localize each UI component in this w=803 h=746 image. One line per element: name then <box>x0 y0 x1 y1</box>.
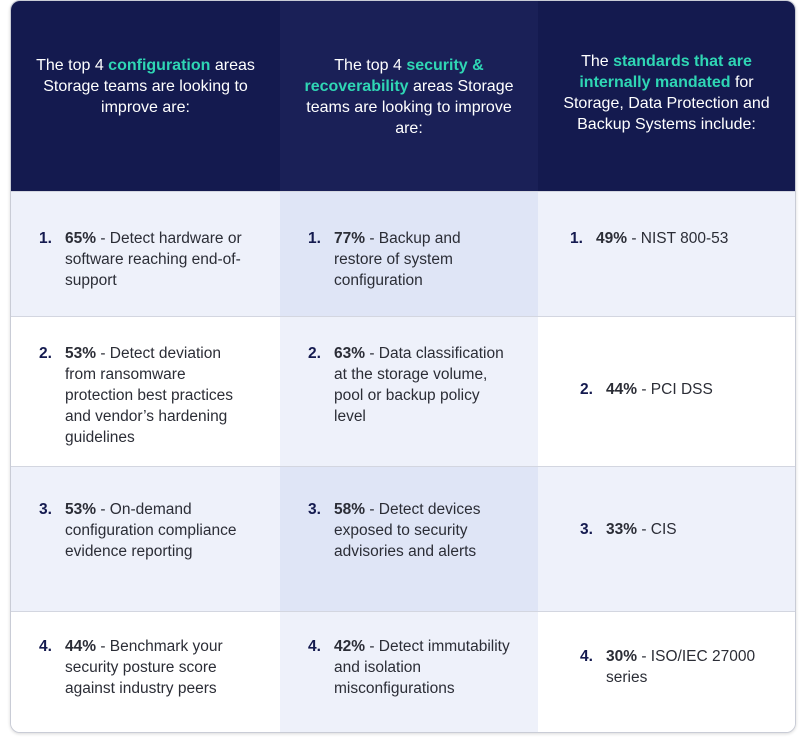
table-cell: 1. 77% - Backup and restore of system co… <box>280 192 538 316</box>
list-item: 4. 44% - Benchmark your security posture… <box>39 636 254 699</box>
table-cell: 3. 58% - Detect devices exposed to secur… <box>280 467 538 611</box>
table-cell: 1. 65% - Detect hardware or software rea… <box>11 192 280 316</box>
table-cell: 3. 53% - On-demand configuration complia… <box>11 467 280 611</box>
header-configuration: The top 4 configuration areas Storage te… <box>11 1 280 191</box>
list-item: 1. 65% - Detect hardware or software rea… <box>39 228 264 291</box>
item-number: 3. <box>39 501 52 518</box>
header-security-recoverability: The top 4 security & recoverability area… <box>280 1 538 191</box>
item-text: - Backup and restore of system configura… <box>334 230 461 289</box>
header-text: The top 4 <box>36 57 109 74</box>
item-percent: 49% <box>596 230 628 247</box>
item-text: - ISO/IEC 27000 series <box>606 648 756 686</box>
item-number: 2. <box>308 345 321 362</box>
item-percent: 58% <box>334 501 366 518</box>
table-cell: 2. 53% - Detect deviation from ransomwar… <box>11 317 280 466</box>
header-highlight: security & recoverability <box>304 57 484 95</box>
item-number: 2. <box>39 345 52 362</box>
item-number: 1. <box>39 230 52 247</box>
item-percent: 44% <box>606 381 638 398</box>
item-text: - CIS <box>637 521 677 538</box>
header-standards: The standards that are internally mandat… <box>538 1 795 191</box>
header-text: areas Storage teams are looking to impro… <box>43 57 255 116</box>
table-row: 4. 44% - Benchmark your security posture… <box>11 611 795 732</box>
item-number: 1. <box>308 230 321 247</box>
table-cell: 2. 63% - Data classification at the stor… <box>280 317 538 466</box>
list-item: 1. 49% - NIST 800-53 <box>570 228 780 249</box>
list-item: 3. 58% - Detect devices exposed to secur… <box>308 499 513 562</box>
survey-table: The top 4 configuration areas Storage te… <box>10 0 796 733</box>
table-cell: 4. 44% - Benchmark your security posture… <box>11 612 280 732</box>
item-text: - Detect devices exposed to security adv… <box>334 501 481 560</box>
item-number: 3. <box>308 501 321 518</box>
list-item: 4. 42% - Detect immutability and isolati… <box>308 636 533 699</box>
item-percent: 30% <box>606 648 638 665</box>
item-text: - Detect deviation from ransomware prote… <box>65 345 234 446</box>
header-text: areas Storage teams are looking to impro… <box>306 78 514 137</box>
table-cell: 2. 44% - PCI DSS <box>538 317 795 466</box>
item-percent: 63% <box>334 345 366 362</box>
item-percent: 33% <box>606 521 638 538</box>
item-number: 3. <box>580 521 593 538</box>
item-percent: 53% <box>65 345 97 362</box>
item-percent: 53% <box>65 501 97 518</box>
list-item: 2. 44% - PCI DSS <box>580 379 780 400</box>
header-highlight: standards that are internally mandated <box>579 53 752 91</box>
item-percent: 44% <box>65 638 97 655</box>
item-percent: 65% <box>65 230 97 247</box>
item-percent: 42% <box>334 638 366 655</box>
table-cell: 4. 30% - ISO/IEC 27000 series <box>538 612 795 732</box>
list-item: 2. 63% - Data classification at the stor… <box>308 343 508 427</box>
list-item: 3. 33% - CIS <box>580 519 780 540</box>
table-row: 2. 53% - Detect deviation from ransomwar… <box>11 316 795 466</box>
item-text: - Data classification at the storage vol… <box>334 345 504 425</box>
table-cell: 4. 42% - Detect immutability and isolati… <box>280 612 538 732</box>
table-header: The top 4 configuration areas Storage te… <box>11 1 795 191</box>
header-highlight: configuration <box>108 57 211 74</box>
header-text: The <box>581 53 614 70</box>
item-text: - Benchmark your security posture score … <box>65 638 223 697</box>
item-number: 4. <box>39 638 52 655</box>
item-number: 2. <box>580 381 593 398</box>
table-cell: 3. 33% - CIS <box>538 467 795 611</box>
list-item: 4. 30% - ISO/IEC 27000 series <box>580 646 770 688</box>
item-text: - Detect hardware or software reaching e… <box>65 230 242 289</box>
list-item: 2. 53% - Detect deviation from ransomwar… <box>39 343 244 448</box>
header-text: for Storage, Data Protection and Backup … <box>563 74 770 133</box>
table-row: 3. 53% - On-demand configuration complia… <box>11 466 795 611</box>
list-item: 1. 77% - Backup and restore of system co… <box>308 228 508 291</box>
item-text: - PCI DSS <box>637 381 713 398</box>
item-text: - NIST 800-53 <box>627 230 729 247</box>
item-percent: 77% <box>334 230 366 247</box>
item-text: - On-demand configuration compliance evi… <box>65 501 237 560</box>
item-number: 4. <box>580 648 593 665</box>
item-text: - Detect immutability and isolation misc… <box>334 638 510 697</box>
list-item: 3. 53% - On-demand configuration complia… <box>39 499 244 562</box>
table-cell: 1. 49% - NIST 800-53 <box>538 192 795 316</box>
item-number: 4. <box>308 638 321 655</box>
table-row: 1. 65% - Detect hardware or software rea… <box>11 191 795 316</box>
header-text: The top 4 <box>334 57 407 74</box>
item-number: 1. <box>570 230 583 247</box>
